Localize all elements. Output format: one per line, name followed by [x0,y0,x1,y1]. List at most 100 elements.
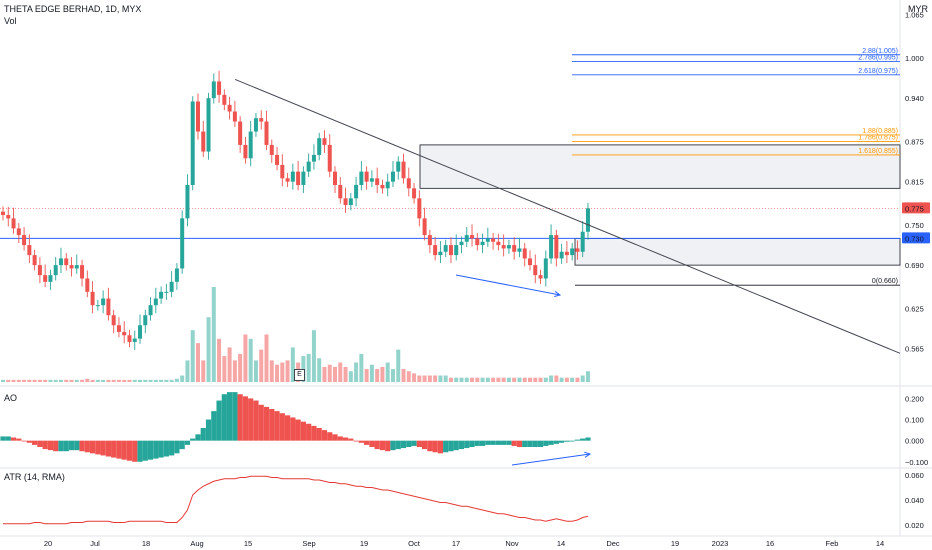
candle-body[interactable] [217,81,222,95]
candle-body[interactable] [111,315,116,326]
candle-body[interactable] [470,235,475,239]
candle-body[interactable] [259,118,264,122]
candle-body[interactable] [195,101,200,132]
candle-body[interactable] [11,218,16,229]
candle-body[interactable] [143,315,148,326]
candle-body[interactable] [354,184,359,199]
candle-body[interactable] [343,198,348,206]
candle-body[interactable] [311,154,316,162]
candle-body[interactable] [317,138,322,155]
candle-body[interactable] [37,265,42,276]
candle-body[interactable] [122,331,127,336]
candle-body[interactable] [475,238,480,246]
price-zone[interactable] [574,238,901,266]
candle-body[interactable] [69,265,74,269]
candle-body[interactable] [1,211,5,216]
candle-body[interactable] [58,258,63,266]
candle-body[interactable] [564,251,569,256]
symbol-title[interactable]: THETA EDGE BERHAD, 1D, MYX [4,4,141,14]
candle-body[interactable] [27,245,32,256]
candle-body[interactable] [232,111,237,122]
ao-divergence-arrow[interactable] [511,453,591,466]
candle-body[interactable] [290,171,295,182]
candle-body[interactable] [16,228,21,236]
candle-body[interactable] [443,245,448,252]
candle-body[interactable] [48,275,53,282]
candle-body[interactable] [491,238,496,242]
candle-body[interactable] [95,305,100,307]
candle-body[interactable] [412,188,417,199]
candle-body[interactable] [285,178,290,182]
candle-body[interactable] [575,248,580,252]
candle-body[interactable] [180,218,185,269]
candle-body[interactable] [85,278,90,292]
candle-body[interactable] [501,245,506,249]
candle-body[interactable] [6,215,11,219]
candle-body[interactable] [296,171,301,185]
candle-body[interactable] [333,171,338,185]
candle-body[interactable] [390,171,395,182]
candle-body[interactable] [506,245,511,249]
descending-trendline[interactable] [234,78,901,354]
candle-body[interactable] [106,298,111,316]
last-price-badge[interactable] [902,202,930,214]
candle-body[interactable] [211,81,216,99]
candle-body[interactable] [206,98,211,152]
candle-body[interactable] [138,325,143,339]
candle-body[interactable] [238,121,243,145]
candle-body[interactable] [570,248,575,256]
candle-body[interactable] [517,248,522,252]
candle-body[interactable] [448,245,453,256]
candle-body[interactable] [301,171,306,185]
candle-body[interactable] [369,178,374,182]
candle-body[interactable] [116,325,121,332]
candle-body[interactable] [512,245,517,252]
candle-body[interactable] [80,265,85,279]
candle-body[interactable] [222,94,227,105]
candle-body[interactable] [280,164,285,179]
volume-legend[interactable]: Vol [4,16,17,26]
candle-body[interactable] [480,241,485,246]
candle-body[interactable] [364,171,369,182]
candle-body[interactable] [132,338,137,342]
candle-body[interactable] [227,104,232,112]
candle-body[interactable] [275,154,280,165]
candle-body[interactable] [522,248,527,259]
candle-body[interactable] [338,184,343,199]
candle-body[interactable] [459,241,464,246]
candle-body[interactable] [359,171,364,185]
candle-body[interactable] [401,161,406,179]
candle-body[interactable] [74,265,79,269]
candle-body[interactable] [422,218,427,236]
candle-body[interactable] [528,258,532,266]
candle-body[interactable] [375,178,380,185]
candle-body[interactable] [53,265,58,276]
candle-body[interactable] [164,291,169,293]
candle-body[interactable] [554,235,559,259]
candle-body[interactable] [549,235,554,259]
candle-body[interactable] [485,238,490,242]
candle-body[interactable] [306,161,311,172]
atr-legend[interactable]: ATR (14, RMA) [4,472,65,482]
candle-body[interactable] [201,131,206,152]
candle-body[interactable] [264,121,269,145]
candle-body[interactable] [464,235,469,242]
earnings-marker[interactable]: E [294,369,305,381]
candle-body[interactable] [101,298,106,306]
atr-line[interactable] [3,475,589,525]
candle-body[interactable] [22,235,27,246]
candle-body[interactable] [348,198,353,206]
candle-body[interactable] [396,161,401,172]
candle-body[interactable] [433,245,438,256]
candle-body[interactable] [580,231,585,252]
candle-body[interactable] [248,131,253,159]
candle-body[interactable] [538,275,543,279]
price-zone[interactable] [419,144,901,189]
candle-body[interactable] [380,184,385,189]
candle-body[interactable] [559,251,564,259]
candle-body[interactable] [454,245,459,256]
candle-body[interactable] [438,251,443,256]
candle-body[interactable] [533,265,538,276]
candle-body[interactable] [90,291,95,306]
